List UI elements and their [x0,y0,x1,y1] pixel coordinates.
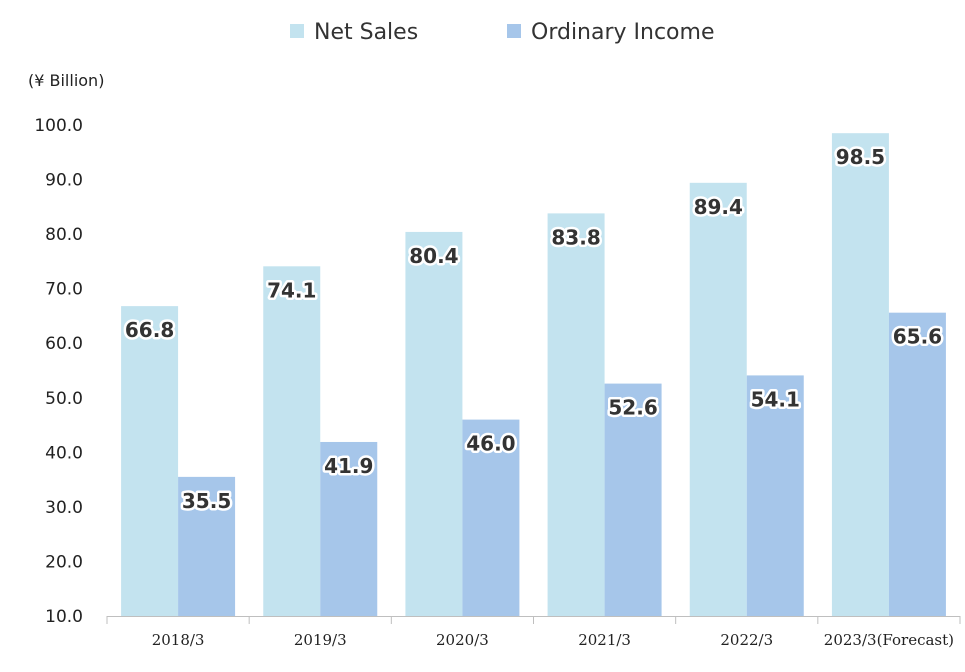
net-sales-bar-2023/3(Forecast) [831,133,889,616]
net-sales-label-2020/3: 80.4 [409,244,458,268]
y-tick-label: 20.0 [45,552,83,572]
y-tick-label: 60.0 [45,334,83,354]
x-tick-label: 2020/3 [436,631,489,649]
ordinary-income-bar-2022/3 [746,375,804,616]
data-labels: 66.8 35.5 74.1 41.9 80.4 46.0 83.8 52.6 89.4 54.1… [122,143,944,516]
legend-label-2: Ordinary Income [531,20,715,45]
ordinary-income-label-2023/3(Forecast): 65.6 [893,325,942,349]
x-axis: 2018/3 2019/3 2020/3 2021/3 2022/3 2023/3(For… [106,616,961,649]
y-tick-label: 40.0 [45,443,83,463]
net-sales-bar-2018/3 [121,306,179,616]
ordinary-income-bar-2023/3(Forecast) [888,312,946,616]
net-sales-label-2019/3: 74.1 [267,278,316,302]
y-tick-label: 70.0 [45,280,83,300]
y-tick-label: 10.0 [45,607,83,627]
x-tick-label: 2022/3 [720,631,773,649]
ordinary-income-label-2018/3: 35.5 [182,489,231,513]
net-sales-label-2021/3: 83.8 [551,225,600,249]
net-sales-bar-2021/3 [547,213,605,616]
y-tick-label: 30.0 [45,498,83,518]
net-sales-bar-2022/3 [689,182,747,616]
net-sales-label-2018/3: 66.8 [125,318,174,342]
ordinary-income-bar-2020/3 [462,419,520,616]
x-tick-label: 2021/3 [578,631,631,649]
x-tick-label: 2019/3 [294,631,347,649]
ordinary-income-label-2022/3: 54.1 [751,387,800,411]
y-tick-label: 100.0 [34,116,83,136]
y-tick-label: 80.0 [45,225,83,245]
net-sales-bar-2019/3 [263,266,321,616]
ordinary-income-bar-2021/3 [604,383,662,616]
net-sales-label-2023/3(Forecast): 98.5 [836,145,885,169]
ordinary-income-label-2020/3: 46.0 [466,432,515,456]
ordinary-income-label-2021/3: 52.6 [608,396,657,420]
legend-label-1: Net Sales [314,20,418,45]
legend: Net Sales Ordinary Income [290,20,715,45]
y-tick-label: 90.0 [45,171,83,191]
x-tick-label: 2018/3 [152,631,205,649]
ordinary-income-bar-2018/3 [178,476,236,616]
legend-swatch-1 [290,24,304,38]
y-axis: 10.0 20.0 30.0 40.0 50.0 60.0 70.0 80.0 90.0 100.… [34,116,83,627]
y-tick-label: 50.0 [45,389,83,409]
net-sales-bar-2020/3 [405,231,463,616]
ordinary-income-bar-2019/3 [320,441,378,616]
bars [121,133,946,616]
legend-swatch-2 [507,24,521,38]
ordinary-income-label-2019/3: 41.9 [324,454,373,478]
net-sales-label-2022/3: 89.4 [694,195,743,219]
x-tick-label: 2023/3(Forecast) [824,631,954,649]
unit-label: (¥ Billion) [28,71,104,90]
